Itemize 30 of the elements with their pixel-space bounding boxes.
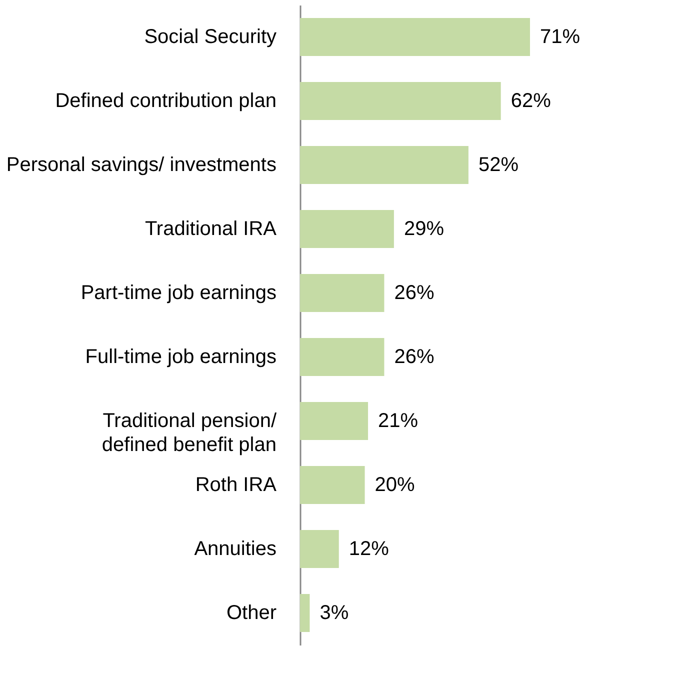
bar: [300, 402, 368, 440]
data-label: 26%: [394, 282, 434, 304]
data-label: 12%: [348, 538, 390, 560]
y-tick-label: Part-time job earnings: [80, 282, 276, 304]
data-label: 52%: [478, 154, 519, 176]
y-tick-label: Defined contribution plan: [55, 90, 276, 112]
data-label: 21%: [378, 410, 418, 432]
bar: [300, 466, 365, 504]
data-label: 62%: [510, 90, 552, 112]
y-tick-label: Full-time job earnings: [85, 346, 276, 368]
bar: [300, 594, 310, 632]
data-label: 26%: [394, 346, 434, 368]
data-label: 71%: [540, 26, 580, 48]
bar: [300, 338, 384, 376]
data-label: 20%: [374, 474, 416, 496]
y-tick-label: Roth IRA: [195, 474, 278, 496]
bar: [300, 146, 468, 184]
bar: [300, 274, 384, 312]
bar: [300, 210, 394, 248]
bar: [300, 82, 501, 120]
y-tick-label: Social Security: [144, 26, 276, 48]
y-tick-label: Other: [226, 602, 277, 624]
y-tick-label: Personal savings/ investments: [6, 154, 276, 176]
bar: [300, 530, 339, 568]
data-label: 29%: [404, 218, 444, 240]
bar: [300, 18, 530, 56]
y-tick-label: Traditional IRA: [144, 218, 278, 240]
y-tick-label: Traditional pension/ defined benefit plan: [102, 410, 277, 456]
data-label: 3%: [320, 602, 349, 624]
y-tick-label: Annuities: [194, 538, 276, 560]
